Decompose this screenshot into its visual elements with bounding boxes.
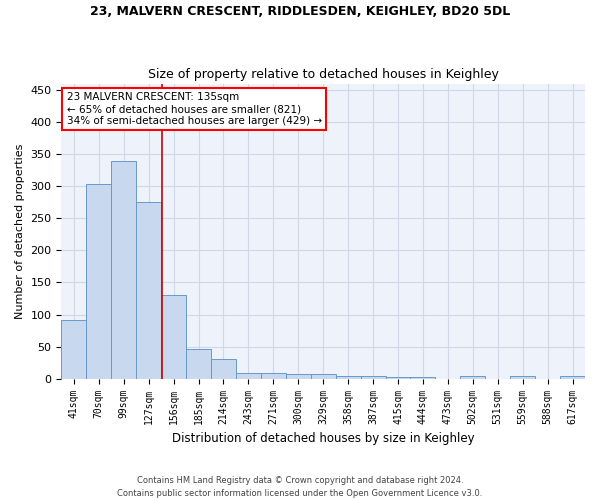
Text: 23 MALVERN CRESCENT: 135sqm
← 65% of detached houses are smaller (821)
34% of se: 23 MALVERN CRESCENT: 135sqm ← 65% of det…	[67, 92, 322, 126]
Bar	[361, 376, 386, 378]
Bar	[186, 349, 211, 378]
Bar	[261, 373, 286, 378]
Bar	[86, 184, 111, 378]
Y-axis label: Number of detached properties: Number of detached properties	[15, 144, 25, 319]
Text: Contains HM Land Registry data © Crown copyright and database right 2024.
Contai: Contains HM Land Registry data © Crown c…	[118, 476, 482, 498]
Bar	[286, 374, 311, 378]
Bar	[236, 373, 261, 378]
Bar	[111, 160, 136, 378]
Bar	[510, 376, 535, 378]
Bar	[211, 359, 236, 378]
Bar	[61, 320, 86, 378]
Title: Size of property relative to detached houses in Keighley: Size of property relative to detached ho…	[148, 68, 499, 81]
Bar	[460, 376, 485, 378]
Bar	[161, 294, 186, 378]
Bar	[560, 376, 585, 378]
Bar	[311, 374, 335, 378]
Bar	[136, 202, 161, 378]
Text: 23, MALVERN CRESCENT, RIDDLESDEN, KEIGHLEY, BD20 5DL: 23, MALVERN CRESCENT, RIDDLESDEN, KEIGHL…	[90, 5, 510, 18]
Bar	[335, 376, 361, 378]
X-axis label: Distribution of detached houses by size in Keighley: Distribution of detached houses by size …	[172, 432, 475, 445]
